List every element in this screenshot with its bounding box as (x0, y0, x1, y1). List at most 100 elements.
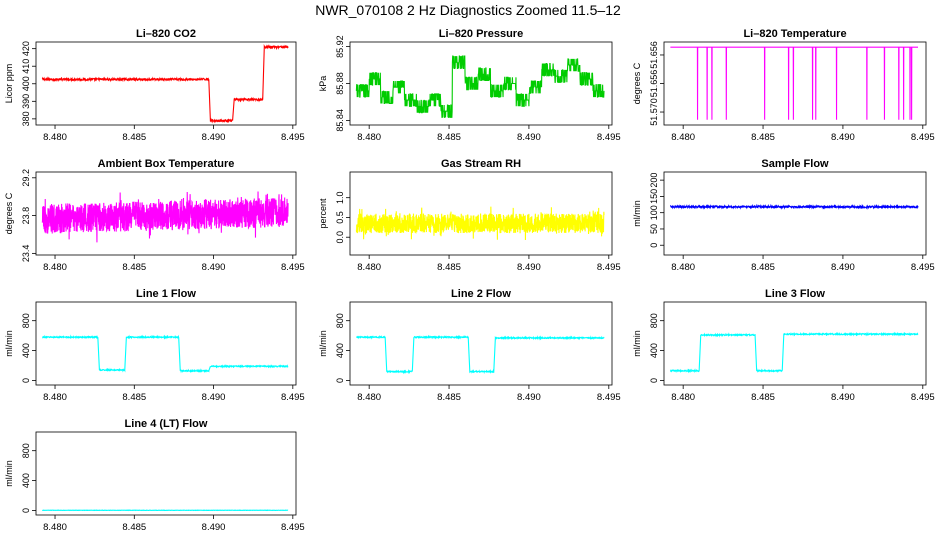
panel-sampleflow: Sample Flow 8.480 8.485 8.490 8.495 0 50 100150… (632, 158, 935, 273)
y-tick-label: 800 (335, 313, 345, 328)
panel-title: Sample Flow (761, 158, 829, 170)
y-tick-label: 0 (649, 378, 659, 383)
panel-line4: Line 4 (LT) Flow 8.480 8.485 8.490 8.495 0 400… (4, 418, 305, 533)
y-axis-label: percent (318, 198, 328, 229)
panel-line2: Line 2 Flow 8.480 8.485 8.490 8.495 0 400 800 ml… (318, 288, 621, 403)
y-tick-label: 51.570 (649, 98, 659, 126)
x-tick-label: 8.485 (437, 132, 461, 143)
x-tick-label: 8.485 (751, 132, 775, 143)
plot-frame (35, 431, 297, 516)
y-axis-label: ml/min (318, 330, 328, 357)
y-axis-label: degrees C (632, 62, 642, 104)
series-line (670, 46, 919, 120)
x-tick-label: 8.480 (357, 392, 381, 403)
x-tick-label: 8.480 (357, 262, 381, 273)
panel-pressure: Li–820 Pressure 8.480 8.485 8.490 8.495 85.84… (318, 28, 621, 143)
y-tick-label: 50 (649, 224, 659, 234)
x-tick-label: 8.495 (281, 522, 305, 533)
y-tick-label: 400 (21, 76, 31, 91)
x-tick-label: 8.485 (437, 262, 461, 273)
x-tick-label: 8.495 (597, 132, 621, 143)
y-tick-label: 23.4 (21, 245, 31, 263)
x-tick-label: 8.485 (122, 262, 146, 273)
x-tick-label: 8.485 (122, 132, 146, 143)
y-tick-label: 100 (649, 205, 659, 220)
x-tick-label: 8.485 (751, 392, 775, 403)
y-axis-label: Licor ppm (4, 64, 14, 104)
x-tick-label: 8.490 (202, 132, 226, 143)
x-tick-label: 8.480 (43, 522, 67, 533)
plot-frame (349, 41, 613, 126)
x-tick-label: 8.495 (911, 392, 935, 403)
x-tick-label: 8.480 (43, 392, 67, 403)
x-tick-label: 8.480 (357, 132, 381, 143)
y-tick-label: 0 (21, 378, 31, 383)
y-tick-label: 0 (335, 378, 345, 383)
x-tick-label: 8.495 (281, 132, 305, 143)
panel-title: Li–820 Pressure (439, 28, 523, 40)
x-tick-label: 8.490 (202, 262, 226, 273)
panel-title: Ambient Box Temperature (98, 158, 235, 170)
y-axis-label: ml/min (632, 330, 642, 357)
x-tick-label: 8.485 (751, 262, 775, 273)
y-tick-label: 0 (649, 243, 659, 248)
y-tick-label: 800 (649, 313, 659, 328)
x-tick-label: 8.490 (202, 392, 226, 403)
y-axis-label: ml/min (632, 200, 642, 227)
y-tick-label: 85.84 (335, 109, 345, 132)
x-tick-label: 8.490 (517, 132, 541, 143)
y-tick-label: 420 (21, 41, 31, 56)
x-tick-label: 8.480 (671, 132, 695, 143)
y-tick-label: 85.92 (335, 35, 345, 58)
x-tick-label: 8.495 (597, 392, 621, 403)
x-tick-label: 8.485 (437, 392, 461, 403)
y-tick-label: 23.8 (21, 207, 31, 225)
panel-line3: Line 3 Flow 8.480 8.485 8.490 8.495 0 400 800 ml… (632, 288, 935, 403)
page-title: NWR_070108 2 Hz Diagnostics Zoomed 11.5–… (315, 2, 621, 18)
y-tick-label: 29.2 (21, 169, 31, 187)
series-line (355, 334, 605, 375)
y-tick-label: 390 (21, 94, 31, 109)
panel-temperature: Li–820 Temperature 8.480 8.485 8.490 8.495 51… (632, 28, 935, 143)
panel-boxtemp: Ambient Box Temperature 8.480 8.485 8.490 8.… (4, 158, 305, 273)
x-tick-label: 8.495 (911, 262, 935, 273)
series-line (669, 331, 919, 374)
y-axis-label: degrees C (4, 192, 14, 234)
x-tick-label: 8.490 (517, 262, 541, 273)
panel-title: Gas Stream RH (441, 158, 521, 170)
y-tick-label: 380 (21, 111, 31, 126)
panel-title: Li–820 CO2 (136, 28, 196, 40)
y-tick-label: 0.0 (335, 231, 345, 244)
y-tick-label: 800 (21, 443, 31, 458)
plot-frame (349, 171, 613, 256)
x-tick-label: 8.480 (43, 262, 67, 273)
series-line (355, 206, 605, 241)
x-tick-label: 8.495 (281, 262, 305, 273)
y-axis-label: ml/min (4, 460, 14, 487)
y-axis-label: ml/min (4, 330, 14, 357)
x-tick-label: 8.495 (281, 392, 305, 403)
x-tick-label: 8.490 (202, 522, 226, 533)
series-line (41, 44, 289, 124)
y-tick-label: 0.5 (335, 211, 345, 224)
y-tick-label: 150 (649, 189, 659, 204)
y-tick-label: 400 (649, 343, 659, 358)
panel-line1: Line 1 Flow 8.480 8.485 8.490 8.495 0 400 800 ml… (4, 288, 305, 403)
y-tick-label: 0 (21, 508, 31, 513)
panel-title: Line 2 Flow (451, 288, 511, 300)
y-axis-label: kPa (318, 76, 328, 92)
series-line (42, 334, 289, 374)
y-tick-label: 51.656 (649, 41, 659, 69)
series-line (41, 191, 289, 243)
y-tick-label: 200 (649, 173, 659, 188)
x-tick-label: 8.485 (122, 522, 146, 533)
y-tick-label: 800 (21, 313, 31, 328)
y-tick-label: 1.0 (335, 191, 345, 204)
series-line (669, 203, 919, 210)
plot-frame (35, 171, 297, 256)
x-tick-label: 8.480 (671, 262, 695, 273)
panel-title: Line 1 Flow (136, 288, 196, 300)
series-line (355, 55, 605, 118)
x-tick-label: 8.495 (597, 262, 621, 273)
